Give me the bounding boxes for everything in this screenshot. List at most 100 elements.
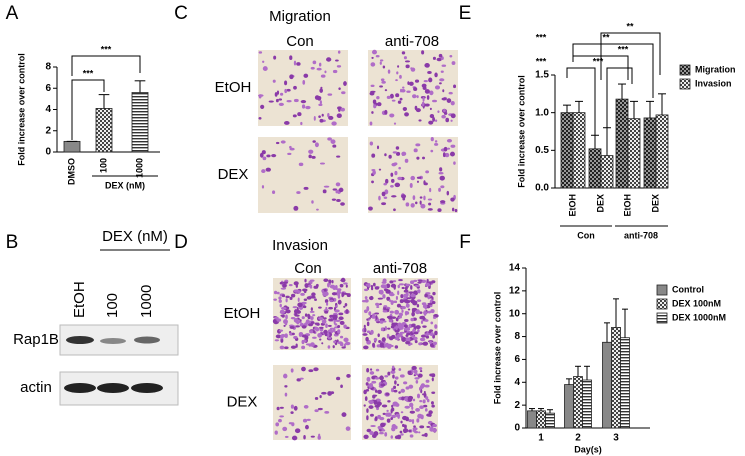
- x-tick-label: DMSO: [66, 158, 76, 185]
- cell: [335, 59, 339, 62]
- bar: [655, 114, 669, 189]
- cell: [386, 95, 391, 100]
- cell: [398, 391, 401, 394]
- cell: [364, 296, 368, 300]
- blot-title: DEX (nM): [102, 228, 168, 245]
- cell: [366, 388, 370, 392]
- cell: [285, 298, 288, 303]
- cell: [424, 408, 428, 412]
- cell: [450, 197, 455, 202]
- cell: [280, 334, 284, 340]
- cell: [395, 325, 398, 331]
- cell: [446, 190, 450, 196]
- cell: [290, 345, 297, 349]
- x-tick-label: 1000: [134, 158, 144, 178]
- cell: [391, 195, 397, 198]
- cell: [340, 384, 343, 388]
- cell: [438, 171, 444, 175]
- cell: [288, 422, 293, 425]
- cell: [382, 294, 386, 299]
- cell: [280, 338, 284, 343]
- cell: [327, 137, 332, 141]
- cell: [306, 296, 312, 300]
- significance-label: ***: [101, 44, 112, 54]
- micrograph: [258, 137, 348, 213]
- cell: [370, 329, 374, 335]
- cell: [319, 338, 322, 341]
- cell: [341, 346, 346, 349]
- cell: [411, 419, 415, 424]
- cell: [335, 189, 338, 194]
- cell: [370, 425, 376, 428]
- cell: [398, 283, 404, 286]
- cell: [374, 377, 380, 380]
- cell: [268, 100, 274, 103]
- cell: [439, 78, 445, 82]
- cell: [412, 336, 418, 341]
- panel-letter: B: [6, 232, 19, 253]
- cell: [451, 61, 456, 65]
- cell: [321, 113, 324, 117]
- cell: [303, 434, 306, 440]
- cell: [370, 286, 374, 291]
- cell: [425, 396, 429, 400]
- cell: [432, 316, 437, 319]
- cell: [450, 113, 456, 119]
- cell: [293, 205, 299, 211]
- cell: [400, 411, 404, 414]
- cell: [366, 376, 371, 382]
- cell: [368, 383, 374, 389]
- cell: [397, 290, 400, 296]
- cell: [418, 119, 422, 122]
- error-bar: [134, 80, 146, 93]
- cell: [345, 284, 348, 288]
- y-tick-label: 0.0: [535, 183, 549, 194]
- cell: [438, 53, 443, 58]
- cell: [426, 278, 429, 284]
- cell: [304, 283, 309, 288]
- cell: [273, 290, 278, 295]
- cell: [307, 323, 314, 327]
- x-tick-label: 3: [613, 433, 619, 444]
- cell: [281, 306, 287, 310]
- error-bar: [622, 308, 628, 338]
- cell: [376, 303, 380, 307]
- x-tick-label: DEX: [650, 194, 660, 213]
- y-tick-label: 8: [514, 331, 520, 342]
- cell: [434, 142, 439, 146]
- legend-label: Control: [672, 284, 704, 294]
- row-label: DEX: [218, 166, 249, 183]
- cell: [446, 139, 453, 143]
- cell: [379, 85, 383, 88]
- cell: [411, 311, 415, 317]
- cell: [302, 339, 307, 343]
- cell: [318, 306, 322, 309]
- cell: [430, 136, 434, 142]
- cell: [384, 153, 387, 157]
- cell: [393, 385, 397, 389]
- cell: [389, 336, 394, 341]
- cell: [421, 101, 425, 107]
- cell: [319, 88, 323, 93]
- cell: [283, 373, 288, 379]
- cell: [321, 289, 325, 294]
- cell: [281, 314, 285, 318]
- y-tick-label: 8: [45, 62, 51, 73]
- cell: [279, 415, 284, 418]
- cell: [437, 110, 440, 114]
- cell: [290, 316, 296, 320]
- cell: [309, 310, 315, 313]
- cell: [314, 95, 320, 100]
- cell: [344, 341, 351, 346]
- cell: [368, 311, 372, 316]
- cell: [427, 65, 430, 68]
- cell: [404, 424, 407, 429]
- cell: [424, 333, 430, 336]
- cell: [283, 324, 286, 327]
- cell: [292, 114, 297, 118]
- cell: [422, 341, 429, 346]
- cell: [394, 309, 400, 315]
- cell: [299, 377, 304, 380]
- cell: [258, 116, 262, 120]
- cell: [303, 73, 309, 78]
